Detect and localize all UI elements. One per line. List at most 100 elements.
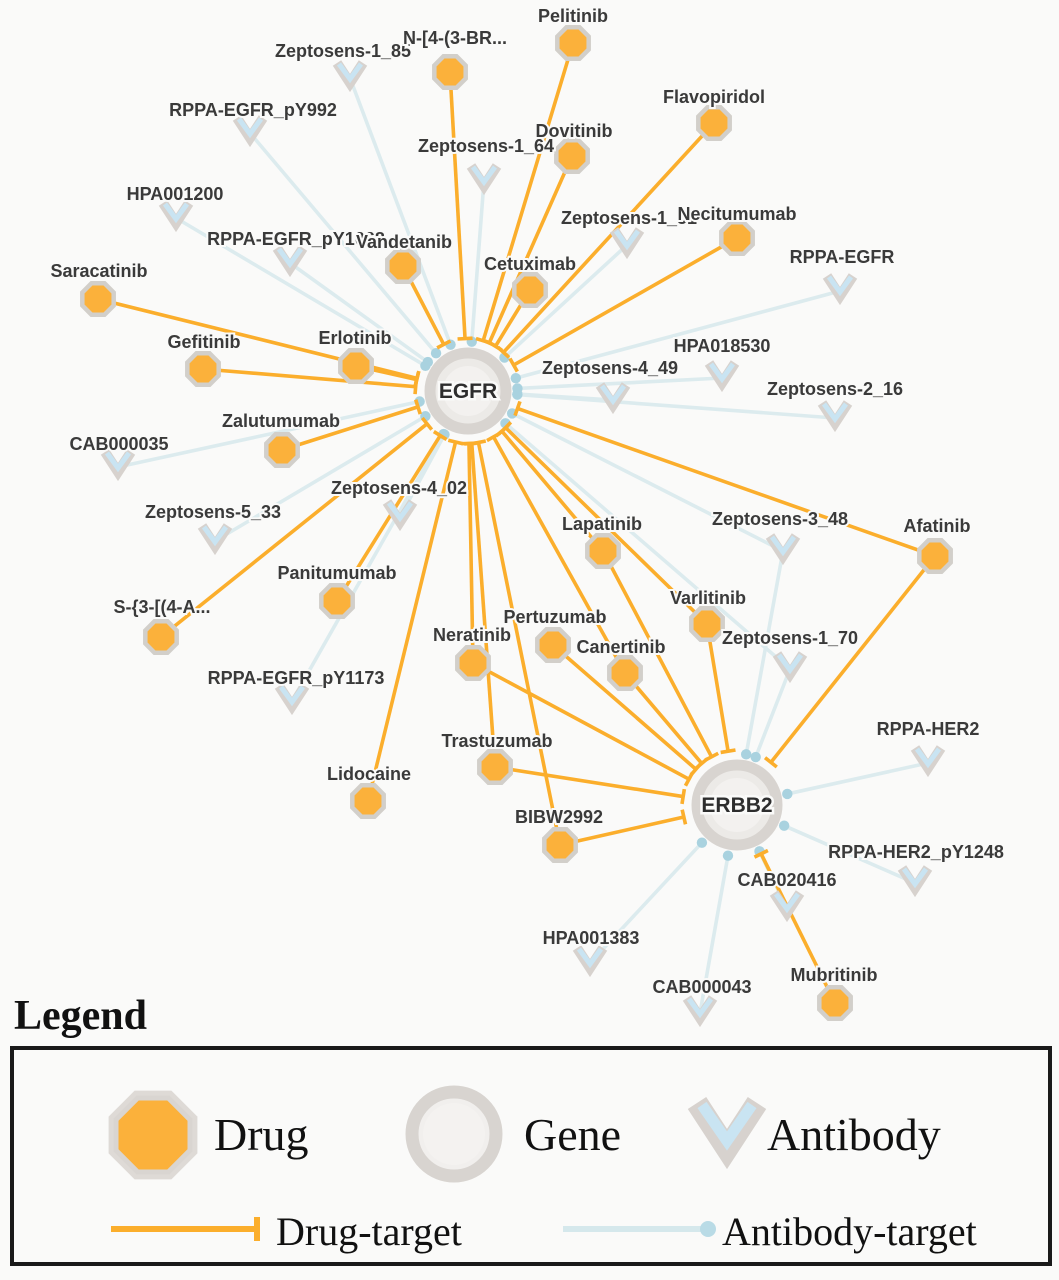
antibody-chevron-fill xyxy=(686,997,714,1019)
drug-target-edges xyxy=(97,42,937,1004)
antibody-node xyxy=(769,890,805,923)
drug-label: Erlotinib xyxy=(319,328,392,348)
antibody-chevron-fill xyxy=(708,362,736,384)
antibody-node xyxy=(332,60,368,93)
edge-drug-target xyxy=(202,367,416,389)
drug-node xyxy=(350,783,386,819)
antibody-node xyxy=(272,245,308,278)
edge-antibody-target xyxy=(504,421,792,671)
antibody-label: Zeptosens-1_70 xyxy=(722,628,858,648)
drug-octagon xyxy=(455,645,491,681)
drug-node xyxy=(542,827,578,863)
edge-drug-tbar xyxy=(457,336,473,341)
drug-node xyxy=(917,538,953,574)
drug-node xyxy=(535,627,571,663)
edge-antibody-dot xyxy=(740,749,752,760)
drug-node xyxy=(455,645,491,681)
drug-octagon xyxy=(554,138,590,174)
edge-drug-target xyxy=(494,765,684,799)
edge-antibody-target xyxy=(288,261,429,364)
edge-drug-tbar xyxy=(680,809,688,825)
antibody-chevron-fill xyxy=(613,229,641,251)
edge-drug-tbar xyxy=(413,371,421,388)
edge-antibody-target xyxy=(786,761,929,796)
drug-node xyxy=(319,583,355,619)
drug-node xyxy=(512,272,548,308)
legend-label-drug-target: Drug-target xyxy=(276,1209,462,1254)
edge-drug-tbar xyxy=(488,340,503,352)
drug-node xyxy=(607,655,643,691)
drug-label: Pertuzumab xyxy=(503,607,606,627)
drug-label: Panitumumab xyxy=(277,563,396,583)
drug-label: Cetuximab xyxy=(484,254,576,274)
edge-drug-target xyxy=(504,426,709,626)
nodes xyxy=(80,25,953,1028)
antibody-chevron-fill xyxy=(599,384,627,406)
antibody-node xyxy=(595,382,631,415)
drug-octagon xyxy=(535,627,571,663)
drug-label: Mubritinib xyxy=(791,965,878,985)
edge-drug-target xyxy=(601,550,714,758)
edge-antibody-dot xyxy=(512,389,523,400)
drug-node xyxy=(477,749,513,785)
drug-node xyxy=(432,54,468,90)
drug-node xyxy=(555,25,591,61)
drug-label: Canertinib xyxy=(576,637,665,657)
drug-octagon xyxy=(80,281,116,317)
edge-antibody-target xyxy=(515,289,841,380)
antibody-target-edges xyxy=(117,77,929,1014)
legend-antibody-target-line xyxy=(561,1214,721,1249)
drug-octagon xyxy=(555,25,591,61)
edge-drug-tbar xyxy=(486,431,501,443)
edge-antibody-dot xyxy=(782,788,793,800)
antibody-chevron-fill xyxy=(776,653,804,675)
edge-antibody-target xyxy=(248,131,438,355)
antibody-chevron-fill xyxy=(162,202,190,224)
drug-node xyxy=(185,351,221,387)
edge-drug-tbar xyxy=(680,788,687,805)
antibody-node xyxy=(466,163,502,196)
antibody-node xyxy=(765,533,801,566)
gene-circle-icon xyxy=(405,1085,503,1183)
antibody-chevron-fill xyxy=(278,685,306,707)
drug-octagon xyxy=(696,105,732,141)
antibody-chevron-fill xyxy=(336,62,364,84)
edge-antibody-dot xyxy=(510,372,522,384)
antibody-label: CAB020416 xyxy=(737,870,836,890)
drug-octagon xyxy=(542,827,578,863)
antibody-label: RPPA-EGFR_pY1068 xyxy=(207,229,385,249)
drug-octagon-icon xyxy=(108,1090,198,1180)
drug-node xyxy=(264,432,300,468)
antibody-node xyxy=(817,400,853,433)
edge-antibody-dot xyxy=(722,850,734,861)
legend-label-gene: Gene xyxy=(524,1109,622,1160)
drug-label: Gefitinib xyxy=(168,332,241,352)
drug-octagon xyxy=(185,351,221,387)
edge-drug-target xyxy=(335,434,442,602)
antibody-label: Zeptosens-1_85 xyxy=(275,41,411,61)
legend-item-gene xyxy=(402,1082,506,1191)
drug-octagon xyxy=(264,432,300,468)
drug-octagon xyxy=(338,348,374,384)
antibody-node xyxy=(822,273,858,306)
node-labels: EGFR ERBB2 Zeptosens-1_85 RPPA-EGFR_pY992 HP… xyxy=(48,4,1005,999)
drug-octagon xyxy=(350,783,386,819)
edge-drug-target xyxy=(281,405,419,452)
drug-label: Vandetanib xyxy=(356,232,452,252)
antibody-chevron-icon xyxy=(687,1096,767,1170)
antibody-label: HPA001383 xyxy=(543,928,640,948)
gene-label-ERBB2: ERBB2 xyxy=(701,794,772,817)
edge-drug-target xyxy=(512,236,738,367)
antibody-chevron-fill xyxy=(901,867,929,889)
drug-octagon xyxy=(607,655,643,691)
drug-label: Necitumumab xyxy=(677,204,796,224)
antibody-label: Zeptosens-4_02 xyxy=(331,478,467,498)
edge-antibody-target xyxy=(290,433,446,702)
antibody-node xyxy=(100,449,136,482)
edge-drug-target xyxy=(448,71,467,339)
antibody-label: RPPA-EGFR_pY992 xyxy=(169,100,337,120)
drug-node xyxy=(696,105,732,141)
drug-octagon xyxy=(917,538,953,574)
legend-item-antibody xyxy=(672,1080,782,1195)
drug-node xyxy=(689,606,725,642)
